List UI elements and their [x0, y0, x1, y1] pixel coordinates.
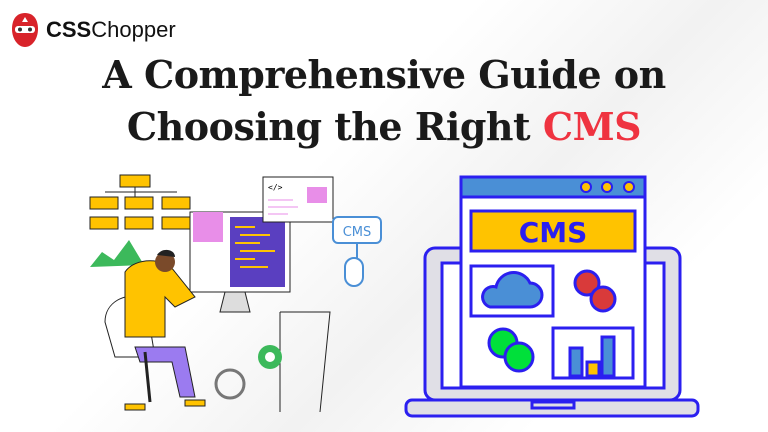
cms-banner-label: CMS	[519, 216, 588, 249]
person-at-computer-illustration: </> CMS	[89, 174, 382, 413]
svg-text:</>: </>	[268, 183, 283, 192]
headline-line-1: A Comprehensive Guide on	[102, 52, 666, 97]
headline-line-2: Choosing the Right CMS	[126, 104, 642, 149]
brand-logo[interactable]: CSSChopper	[10, 12, 176, 48]
headline-accent: CMS	[542, 104, 642, 149]
cms-icon-label: CMS	[343, 225, 372, 240]
ninja-mask-icon	[12, 13, 38, 47]
brand-name: CSSChopper	[46, 17, 176, 42]
cms-laptop-illustration: CMS	[404, 175, 700, 418]
